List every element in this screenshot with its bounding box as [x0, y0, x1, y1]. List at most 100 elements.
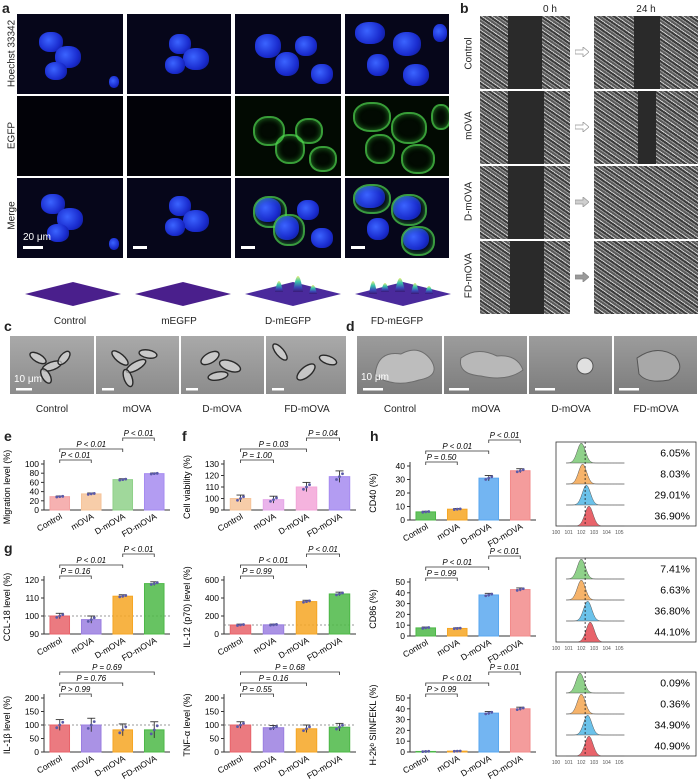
- y-tick-label: 0: [34, 505, 39, 515]
- y-axis-label: CCL-18 level (%): [2, 573, 12, 642]
- data-point: [55, 615, 59, 619]
- bar: [295, 601, 318, 635]
- time-label-24h: 24 h: [636, 4, 656, 15]
- x-tick-label: mOVA: [435, 637, 461, 658]
- x-tick-label: FD-mOVA: [486, 637, 525, 665]
- significance-bracket: [488, 439, 521, 443]
- data-point: [305, 485, 308, 489]
- data-point: [458, 626, 462, 630]
- y-tick-label: 0: [34, 747, 39, 757]
- flow-x-tick: 101: [564, 530, 573, 536]
- y-tick-label: 100: [25, 720, 39, 730]
- data-point: [89, 492, 93, 496]
- data-point: [152, 582, 156, 585]
- scratch-image-mova-24h: [594, 91, 698, 164]
- x-tick-label: Control: [216, 753, 245, 775]
- significance-bracket: [59, 693, 92, 697]
- p-value-label: P < 0.01: [259, 556, 289, 565]
- surface-plot-control: [25, 282, 121, 306]
- flow-x-tick: 100: [552, 530, 560, 536]
- flow-x-tick: 105: [615, 760, 624, 766]
- col-label-d-d-mova: D-mOVA: [551, 404, 591, 415]
- data-point: [58, 614, 62, 618]
- row-label-egfp: EGFP: [6, 121, 18, 150]
- y-tick-label: 0: [400, 515, 405, 525]
- y-tick-label: 20: [396, 609, 406, 619]
- significance-bracket: [122, 437, 155, 441]
- data-point: [421, 626, 425, 630]
- p-value-label: P < 0.01: [61, 451, 91, 460]
- bar: [49, 615, 71, 635]
- significance-bracket: [240, 575, 274, 579]
- significance-bracket: [59, 671, 155, 675]
- data-point: [518, 588, 522, 591]
- data-point: [155, 581, 159, 585]
- col-label-a-megfp: mEGFP: [161, 316, 197, 327]
- data-point: [487, 711, 491, 715]
- data-point: [149, 472, 153, 476]
- data-point: [58, 723, 62, 727]
- data-point: [239, 723, 242, 727]
- data-point: [55, 726, 59, 730]
- flow-x-tick: 102: [577, 530, 586, 536]
- x-tick-label: Control: [216, 511, 245, 533]
- histogram-curve: [565, 463, 625, 485]
- col-label-a-fd-megfp: FD-mEGFP: [370, 316, 424, 327]
- flow-x-tick: 100: [552, 760, 560, 766]
- significance-bracket: [59, 682, 124, 686]
- y-tick-label: 10: [396, 502, 406, 512]
- row-label-b-control: Control: [463, 37, 475, 70]
- percent-label: 7.41%: [660, 564, 690, 576]
- data-point: [61, 720, 65, 724]
- data-point: [458, 507, 462, 511]
- histogram-curve: [566, 714, 625, 736]
- p-value-label: P > 0.99: [427, 685, 457, 694]
- percent-label: 8.03%: [660, 469, 690, 481]
- scale-bar-a-label: 20 μm: [23, 232, 51, 243]
- data-point: [424, 510, 428, 514]
- data-point: [452, 749, 456, 753]
- col-label-d-mova: mOVA: [471, 404, 501, 415]
- row-label-merge: Merge: [6, 201, 18, 230]
- data-point: [118, 595, 122, 599]
- data-point: [124, 725, 128, 729]
- data-point: [86, 726, 90, 730]
- p-value-label: P = 0.16: [259, 674, 289, 683]
- panel-b-label: b: [460, 0, 469, 16]
- x-tick-label: mOVA: [69, 511, 95, 532]
- x-tick-label: Control: [401, 637, 430, 659]
- data-point: [86, 620, 90, 623]
- micrograph-hoechst-d-megfp: [235, 14, 341, 94]
- significance-bracket: [240, 693, 274, 697]
- p-value-label: P = 0.99: [242, 567, 272, 576]
- y-tick-label: 400: [205, 593, 219, 603]
- x-tick-label: FD-mOVA: [305, 635, 344, 663]
- flow-x-tick: 103: [590, 530, 599, 536]
- percent-label: 36.90%: [654, 511, 690, 523]
- row-label-b-fd-mova: FD-mOVA: [463, 252, 475, 299]
- arrow-right-icon: [575, 272, 589, 282]
- data-point: [242, 623, 245, 626]
- y-tick-label: 20: [396, 725, 406, 735]
- data-point: [275, 623, 278, 626]
- scale-bar-c-label: 10 μm: [14, 374, 42, 385]
- y-axis-label: TNF-α level (%): [182, 693, 192, 756]
- y-axis-label: Cell viability (%): [182, 455, 192, 519]
- significance-bracket: [240, 671, 340, 675]
- panel-h-label: h: [370, 428, 379, 444]
- percent-label: 0.36%: [660, 699, 690, 711]
- significance-bracket: [240, 459, 274, 463]
- percent-label: 34.90%: [654, 720, 690, 732]
- micrograph-egfp-d-megfp: [235, 96, 341, 176]
- data-point: [335, 593, 338, 597]
- bar: [80, 493, 102, 511]
- bar: [509, 470, 531, 521]
- data-point: [455, 749, 459, 753]
- data-point: [124, 477, 128, 481]
- y-tick-label: 100: [205, 494, 219, 504]
- data-point: [305, 727, 308, 731]
- y-tick-label: 50: [210, 734, 220, 744]
- bar: [112, 479, 134, 511]
- percent-label: 0.09%: [660, 678, 690, 690]
- data-point: [490, 710, 494, 714]
